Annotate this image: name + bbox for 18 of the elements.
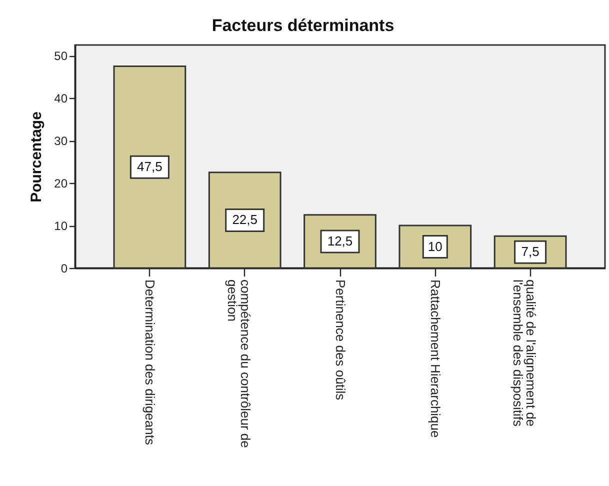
y-tick-label: 0 (60, 262, 68, 276)
y-axis-title: Pourcentage (28, 112, 46, 202)
x-tick-label: Pertinence des oûtils (333, 280, 348, 401)
x-tick-label: qualité de l'alignement de l'ensemble des dispositifs (510, 280, 538, 427)
data-label: 7,5 (521, 244, 540, 260)
y-tick-label: 10 (54, 219, 68, 234)
chart-title: Facteurs déterminants (212, 16, 394, 35)
x-tick-label: Determination des dirigeants (142, 280, 158, 446)
y-tick-label: 50 (54, 49, 68, 64)
x-tick-label: Rattachement Hierarchique (428, 280, 444, 438)
data-label: 12,5 (327, 233, 353, 248)
x-tick-label: compétence du contrôleur de gestion (224, 280, 253, 448)
y-tick-label: 20 (54, 176, 68, 191)
data-label: 10 (428, 238, 442, 254)
y-tick-label: 40 (54, 92, 68, 106)
y-tick-label: 30 (54, 134, 68, 148)
data-label: 47,5 (137, 159, 162, 174)
data-label: 22,5 (232, 212, 258, 228)
